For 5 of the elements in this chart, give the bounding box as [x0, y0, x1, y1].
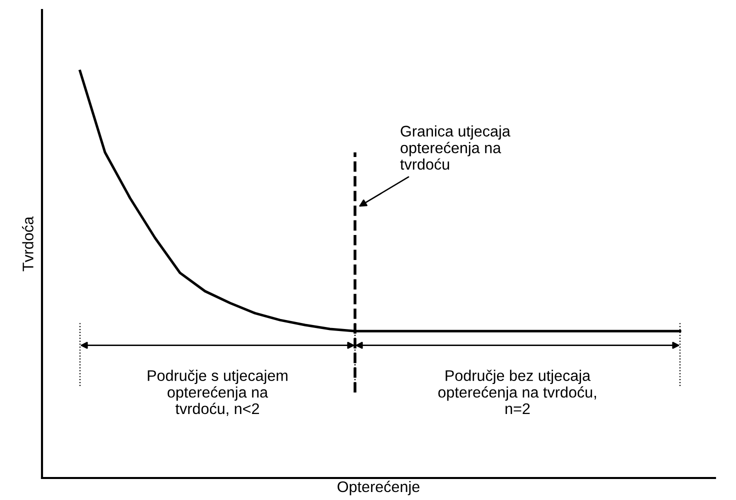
x-axis-title: Opterećenje: [338, 480, 420, 496]
y-axis-title: Tvrdoća: [22, 216, 34, 272]
annotation: Područje s utjecajem opterećenja na tvrdoću, n<2: [148, 370, 288, 416]
annotation: Granica utjecaja opterećenja na tvrdoću: [400, 125, 510, 170]
annotation: Područje bez utjecaja opterećenja na tvrdoću, n=2: [438, 370, 596, 414]
